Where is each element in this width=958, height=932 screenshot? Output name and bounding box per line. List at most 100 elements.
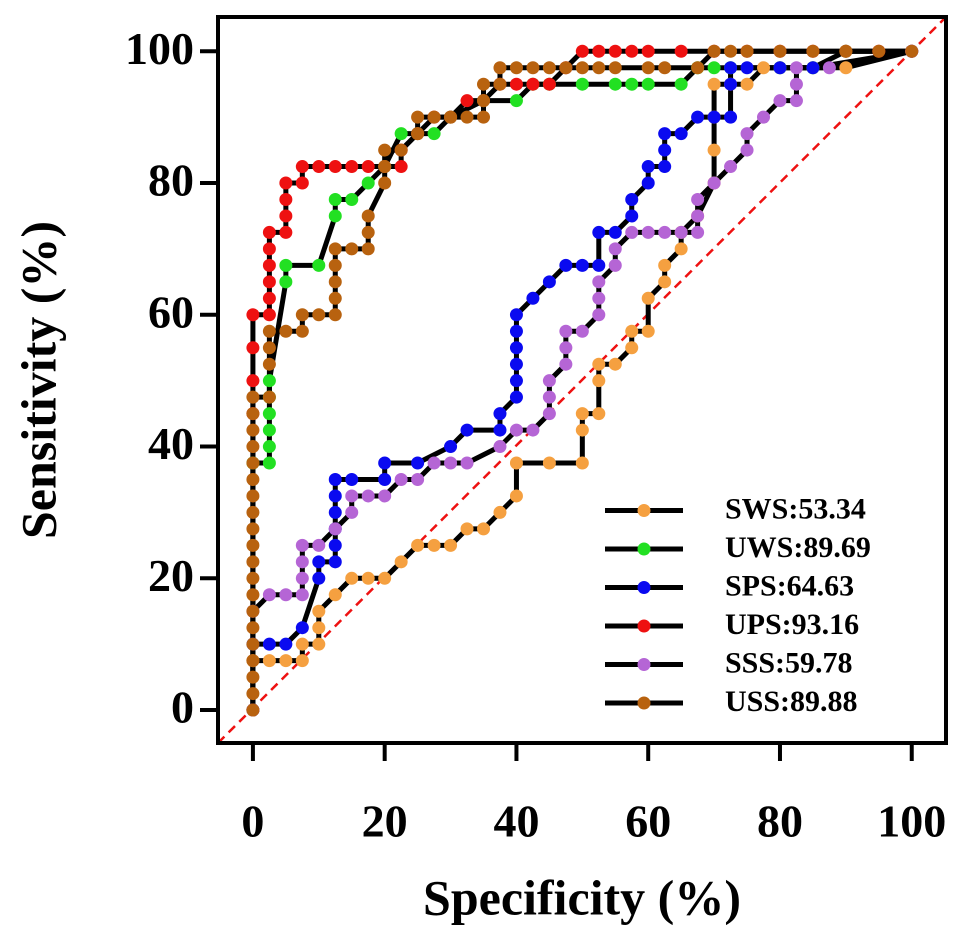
roc-point — [246, 522, 260, 536]
roc-point — [724, 160, 738, 174]
roc-point — [641, 291, 655, 305]
y-tick-label: 80 — [148, 155, 194, 206]
roc-point — [361, 209, 375, 223]
roc-point — [411, 127, 425, 141]
roc-point — [460, 110, 474, 124]
roc-point — [378, 160, 392, 174]
roc-point — [592, 407, 606, 421]
roc-point — [411, 110, 425, 124]
roc-point — [724, 77, 738, 91]
legend-marker — [637, 696, 651, 710]
roc-point — [295, 637, 309, 651]
roc-point — [559, 324, 573, 338]
roc-point — [427, 110, 441, 124]
roc-point — [328, 275, 342, 289]
roc-point — [789, 61, 803, 75]
roc-point — [394, 555, 408, 569]
roc-point — [542, 77, 556, 91]
roc-point — [707, 44, 721, 58]
roc-point — [740, 143, 754, 157]
roc-point — [246, 407, 260, 421]
roc-point — [246, 440, 260, 454]
roc-point — [608, 225, 622, 239]
roc-point — [477, 522, 491, 536]
roc-point — [509, 77, 523, 91]
roc-point — [477, 110, 491, 124]
roc-point — [674, 44, 688, 58]
plot-frame — [216, 15, 948, 745]
roc-point — [740, 44, 754, 58]
roc-point — [246, 390, 260, 404]
roc-point — [674, 77, 688, 91]
roc-point — [691, 192, 705, 206]
legend-label: USS:89.88 — [725, 685, 858, 718]
roc-point — [262, 308, 276, 322]
roc-point — [691, 61, 705, 75]
roc-point — [789, 94, 803, 108]
roc-point — [592, 225, 606, 239]
roc-point — [328, 160, 342, 174]
roc-point — [295, 324, 309, 338]
roc-point — [608, 357, 622, 371]
roc-point — [262, 357, 276, 371]
roc-point — [707, 61, 721, 75]
roc-point — [575, 77, 589, 91]
roc-point — [691, 225, 705, 239]
roc-point — [279, 637, 293, 651]
roc-point — [295, 654, 309, 668]
roc-point — [493, 440, 507, 454]
roc-point — [608, 61, 622, 75]
roc-point — [658, 225, 672, 239]
roc-point — [279, 225, 293, 239]
roc-point — [361, 225, 375, 239]
roc-point — [625, 324, 639, 338]
roc-point — [295, 538, 309, 552]
roc-point — [806, 61, 820, 75]
roc-point — [411, 456, 425, 470]
roc-point — [592, 275, 606, 289]
roc-point — [411, 538, 425, 552]
roc-point — [246, 571, 260, 585]
legend-marker — [637, 504, 651, 517]
x-tick-label: 40 — [493, 796, 539, 847]
roc-point — [509, 423, 523, 437]
roc-point — [509, 456, 523, 470]
roc-point — [427, 456, 441, 470]
roc-point — [312, 621, 326, 635]
legend-label: SSS:59.78 — [725, 646, 853, 679]
roc-point — [246, 341, 260, 355]
roc-point — [262, 324, 276, 338]
roc-point — [312, 160, 326, 174]
roc-point — [361, 160, 375, 174]
roc-point — [295, 160, 309, 174]
roc-point — [246, 423, 260, 437]
roc-point — [724, 44, 738, 58]
roc-point — [592, 374, 606, 388]
roc-point — [378, 456, 392, 470]
roc-point — [262, 258, 276, 272]
roc-point — [707, 77, 721, 91]
roc-point — [295, 621, 309, 635]
roc-point — [641, 61, 655, 75]
roc-point — [312, 258, 326, 272]
roc-point — [773, 44, 787, 58]
roc-point — [378, 472, 392, 486]
roc-point — [312, 555, 326, 569]
roc-point — [592, 44, 606, 58]
legend-marker — [637, 658, 651, 671]
roc-point — [279, 192, 293, 206]
roc-point — [460, 423, 474, 437]
roc-point — [625, 225, 639, 239]
roc-point — [575, 258, 589, 272]
roc-point — [262, 456, 276, 470]
roc-point — [246, 703, 260, 717]
roc-point — [345, 192, 359, 206]
roc-point — [542, 61, 556, 75]
roc-point — [378, 489, 392, 503]
roc-point — [328, 588, 342, 602]
roc-point — [526, 423, 540, 437]
roc-point — [608, 258, 622, 272]
roc-point — [625, 77, 639, 91]
roc-point — [279, 654, 293, 668]
roc-point — [246, 489, 260, 503]
